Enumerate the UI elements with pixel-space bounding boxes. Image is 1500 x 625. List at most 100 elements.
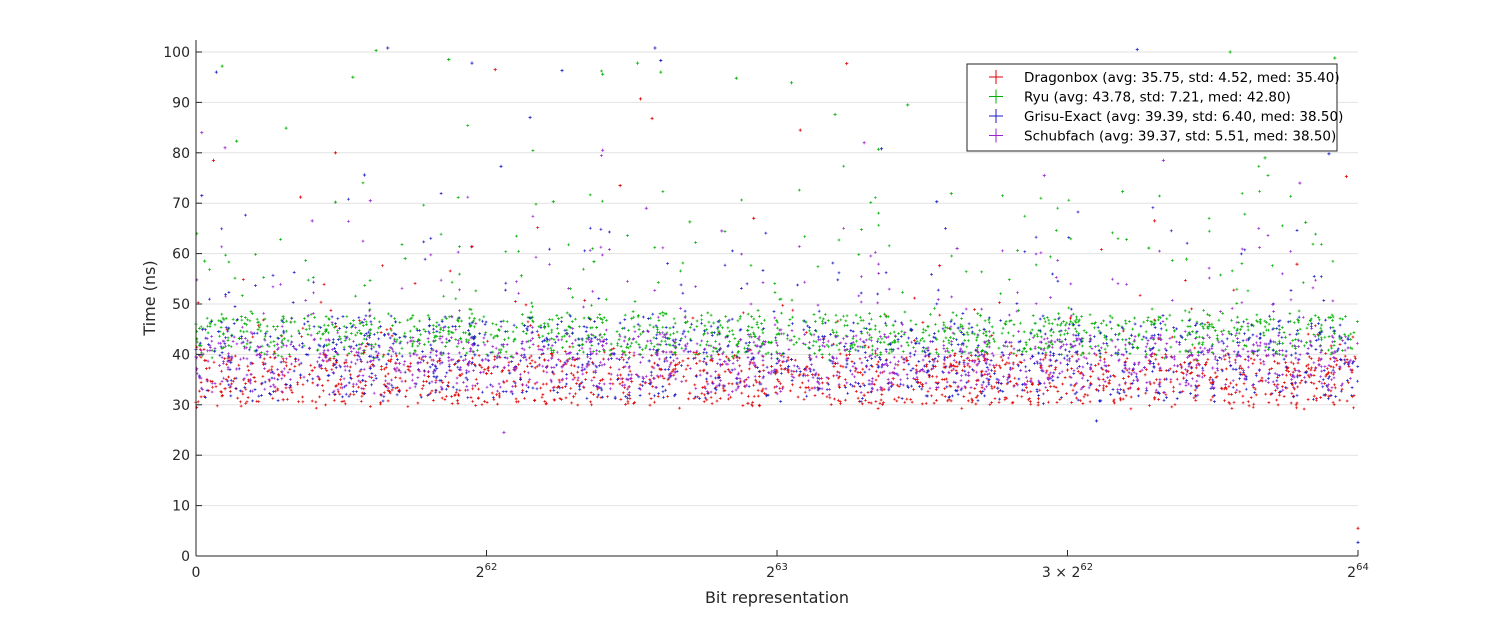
x-tick-label: 3 × 262	[1042, 562, 1093, 581]
data-point	[1170, 355, 1174, 360]
data-point	[891, 348, 895, 352]
data-point	[1031, 354, 1035, 359]
data-point	[717, 329, 721, 333]
data-point	[1327, 316, 1331, 320]
data-point	[926, 346, 930, 350]
data-point	[612, 352, 616, 356]
data-point	[203, 259, 207, 263]
data-point	[1263, 156, 1267, 160]
data-point	[601, 72, 605, 76]
y-tick-label: 70	[172, 196, 190, 212]
data-point	[473, 353, 477, 357]
data-point	[1356, 540, 1360, 544]
data-point	[1182, 376, 1186, 380]
data-point	[455, 318, 460, 322]
legend-label: Schubfach (avg: 39.37, std: 5.51, med: 3…	[1024, 129, 1336, 145]
data-point	[284, 126, 288, 130]
data-point	[955, 246, 959, 251]
data-point	[484, 371, 489, 376]
data-point	[281, 398, 285, 402]
data-point	[1240, 325, 1244, 329]
data-point	[298, 195, 303, 199]
data-point	[961, 341, 965, 345]
data-point	[938, 264, 942, 268]
data-point	[1344, 174, 1348, 179]
data-point	[229, 360, 233, 365]
data-point	[351, 75, 355, 79]
data-point	[906, 103, 910, 107]
data-point	[1327, 152, 1331, 156]
data-point	[281, 315, 285, 319]
data-point	[513, 384, 518, 388]
scatter-noise	[195, 69, 1360, 411]
legend-entry-1: Ryu (avg: 43.78, std: 7.21, med: 42.80)	[989, 89, 1291, 106]
data-point	[746, 401, 750, 405]
data-point	[362, 173, 367, 177]
data-point	[1153, 396, 1157, 400]
data-point	[298, 373, 303, 377]
legend-marker	[989, 109, 1003, 123]
legend-label: Ryu (avg: 43.78, std: 7.21, med: 42.80)	[1024, 90, 1291, 106]
data-point	[200, 131, 204, 135]
data-point	[1109, 338, 1113, 342]
data-point	[804, 368, 808, 372]
data-point	[653, 46, 657, 50]
data-point	[543, 326, 547, 330]
data-point	[470, 244, 474, 249]
y-tick-label: 60	[172, 247, 190, 263]
x-tick-label: 263	[766, 562, 788, 581]
data-point	[455, 399, 460, 403]
data-point	[760, 341, 765, 345]
x-axis-label: Bit representation	[705, 588, 849, 607]
data-point	[235, 367, 239, 371]
data-point	[479, 370, 483, 375]
data-point	[821, 337, 826, 341]
data-point	[978, 390, 982, 394]
data-point	[775, 370, 779, 374]
data-point	[752, 356, 756, 360]
legend-marker	[989, 70, 1003, 84]
data-point	[374, 48, 378, 53]
data-point	[1338, 357, 1343, 362]
data-point	[601, 344, 605, 348]
data-point	[200, 194, 204, 198]
data-point	[763, 340, 767, 344]
data-point	[412, 339, 416, 343]
data-point	[1298, 181, 1302, 185]
data-point	[1295, 262, 1299, 266]
data-point	[1269, 340, 1273, 344]
y-tick-label: 80	[172, 146, 190, 162]
data-point	[682, 349, 686, 353]
data-point	[949, 192, 953, 196]
data-point	[1161, 158, 1165, 162]
data-point	[211, 158, 216, 162]
data-point	[1153, 322, 1157, 326]
data-point	[1251, 343, 1256, 347]
data-point	[592, 260, 596, 264]
data-point	[659, 58, 663, 63]
data-point	[935, 200, 939, 204]
y-tick-label: 0	[181, 549, 190, 565]
data-point	[787, 364, 791, 369]
legend-entry-3: Schubfach (avg: 39.37, std: 5.51, med: 3…	[989, 128, 1336, 145]
data-point	[543, 338, 547, 342]
data-point	[1298, 373, 1302, 378]
data-point	[862, 393, 866, 397]
data-point	[717, 375, 721, 380]
data-point	[1333, 350, 1337, 354]
data-point	[1007, 374, 1011, 378]
y-tick-label: 10	[172, 499, 190, 515]
data-point	[1007, 352, 1011, 356]
data-point	[949, 363, 953, 368]
data-point	[1042, 173, 1046, 178]
data-point	[426, 374, 430, 379]
y-tick-label: 40	[172, 347, 190, 363]
data-point	[804, 320, 808, 324]
data-point	[333, 151, 338, 155]
data-point	[1185, 257, 1189, 261]
data-point	[499, 164, 503, 169]
data-point	[641, 376, 645, 381]
data-point	[397, 388, 401, 392]
data-point	[1196, 350, 1200, 354]
